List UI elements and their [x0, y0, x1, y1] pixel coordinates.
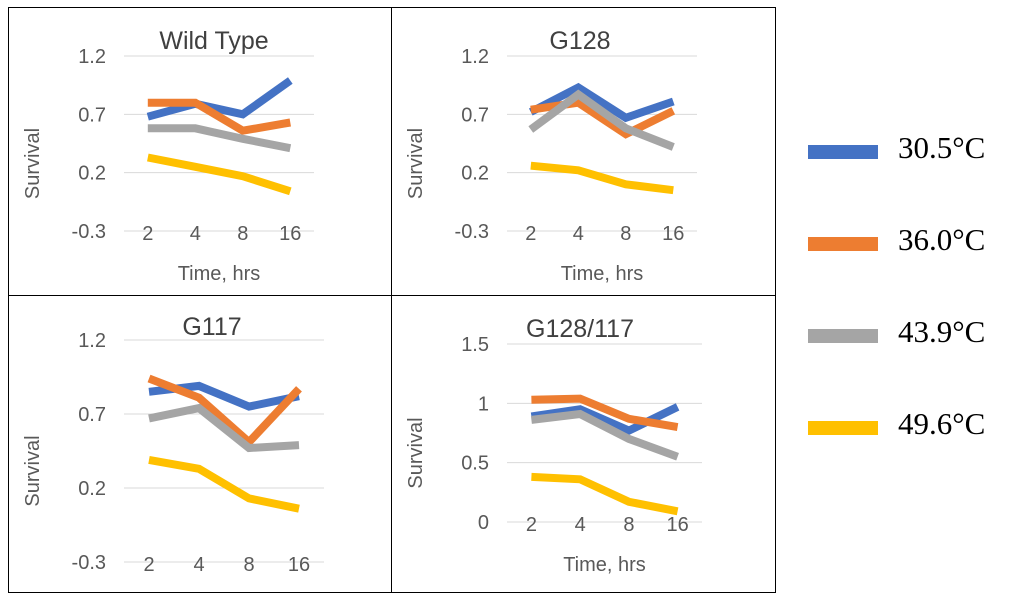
y-tick-label: 0.5 — [461, 453, 489, 475]
y-tick-label: 1 — [478, 393, 489, 415]
y-tick-label: 1.5 — [461, 334, 489, 356]
y-axis-title: Survival — [22, 435, 44, 506]
x-tick-label: 8 — [237, 223, 248, 245]
series-line — [147, 98, 291, 135]
y-tick-label: 0.2 — [78, 478, 106, 500]
y-tick-label: 0.2 — [78, 163, 106, 185]
y-tick-label: 1.2 — [78, 330, 106, 352]
y-tick-label: 0.7 — [78, 404, 106, 426]
legend-label: 36.0°C — [898, 222, 986, 257]
series-line — [530, 161, 674, 195]
x-tick-label: 16 — [667, 514, 689, 536]
chart-panel-g128: -0.3 0.2 0.7 1.2 2 4 8 16 G128 Time, hrs Survival — [391, 7, 776, 297]
x-tick-label: 2 — [143, 554, 154, 576]
chart-title: Wild Type — [159, 27, 268, 55]
x-tick-label: 8 — [620, 223, 631, 245]
series-line — [146, 77, 293, 121]
series-line — [530, 98, 676, 139]
series-line — [148, 403, 300, 453]
legend: 30.5°C 36.0°C 43.9°C 49.6°C — [800, 118, 1020, 486]
chart-svg: -0.3 0.2 0.7 1.2 2 4 8 16 Wild Type Time, hrs Surv… — [22, 27, 314, 285]
y-tick-label: -0.3 — [455, 221, 489, 243]
x-tick-label: 16 — [288, 554, 310, 576]
chart-svg: -0.3 0.2 0.7 1.2 2 4 8 16 G128 Time, hrs Survival — [405, 27, 697, 285]
y-axis-title: Survival — [22, 128, 44, 199]
series-line — [147, 374, 302, 448]
chart-svg: 0 0.5 1 1.5 2 4 8 16 G128/117 Time, hrs Survival — [405, 315, 702, 576]
y-tick-label: -0.3 — [72, 552, 106, 574]
legend-item: 43.9°C — [800, 302, 1020, 394]
x-tick-label: 2 — [142, 223, 153, 245]
series-line — [528, 82, 675, 123]
legend-swatch — [808, 421, 878, 435]
x-tick-label: 2 — [525, 223, 536, 245]
x-tick-label: 4 — [573, 223, 584, 245]
y-tick-label: -0.3 — [72, 221, 106, 243]
x-axis-title: Time, hrs — [561, 263, 644, 285]
x-tick-label: 16 — [279, 223, 301, 245]
x-tick-label: 4 — [190, 223, 201, 245]
series-line — [147, 124, 292, 153]
y-tick-label: 0.7 — [461, 104, 489, 126]
legend-item: 49.6°C — [800, 394, 1020, 486]
chart-title: G128/117 — [526, 315, 634, 343]
legend-swatch — [808, 237, 878, 251]
series-line — [148, 455, 300, 513]
y-tick-label: 1.2 — [461, 46, 489, 68]
y-axis-title: Survival — [405, 128, 427, 199]
legend-item: 30.5°C — [800, 118, 1020, 210]
series-line — [147, 153, 292, 196]
y-tick-label: 1.2 — [78, 46, 106, 68]
chart-panel-wild-type: -0.3 0.2 0.7 1.2 2 4 8 16 Wild Type Time, hrs Surv… — [8, 7, 392, 297]
x-tick-label: 8 — [623, 514, 634, 536]
x-tick-label: 4 — [575, 514, 586, 536]
x-axis-title: Time, hrs — [563, 554, 646, 576]
x-tick-label: 16 — [662, 223, 684, 245]
legend-label: 43.9°C — [898, 314, 986, 349]
chart-title: G117 — [182, 313, 241, 341]
legend-label: 30.5°C — [898, 130, 986, 165]
series-line — [530, 409, 679, 461]
series-line — [530, 403, 680, 436]
y-axis-title: Survival — [405, 417, 427, 488]
legend-swatch — [808, 145, 878, 159]
series-line — [528, 89, 675, 151]
x-tick-label: 2 — [526, 514, 537, 536]
legend-item: 36.0°C — [800, 210, 1020, 302]
series-line — [531, 394, 679, 432]
y-tick-label: 0.2 — [461, 163, 489, 185]
chart-title: G128 — [549, 27, 610, 55]
y-tick-label: 0.7 — [78, 104, 106, 126]
legend-swatch — [808, 329, 878, 343]
series-line — [531, 472, 679, 516]
x-tick-label: 8 — [243, 554, 254, 576]
x-tick-label: 4 — [193, 554, 204, 576]
x-axis-title: Time, hrs — [178, 263, 261, 285]
legend-label: 49.6°C — [898, 406, 986, 441]
chart-panel-g128-117: 0 0.5 1 1.5 2 4 8 16 G128/117 Time, hrs Survival — [391, 295, 776, 593]
y-tick-label: 0 — [478, 512, 489, 534]
